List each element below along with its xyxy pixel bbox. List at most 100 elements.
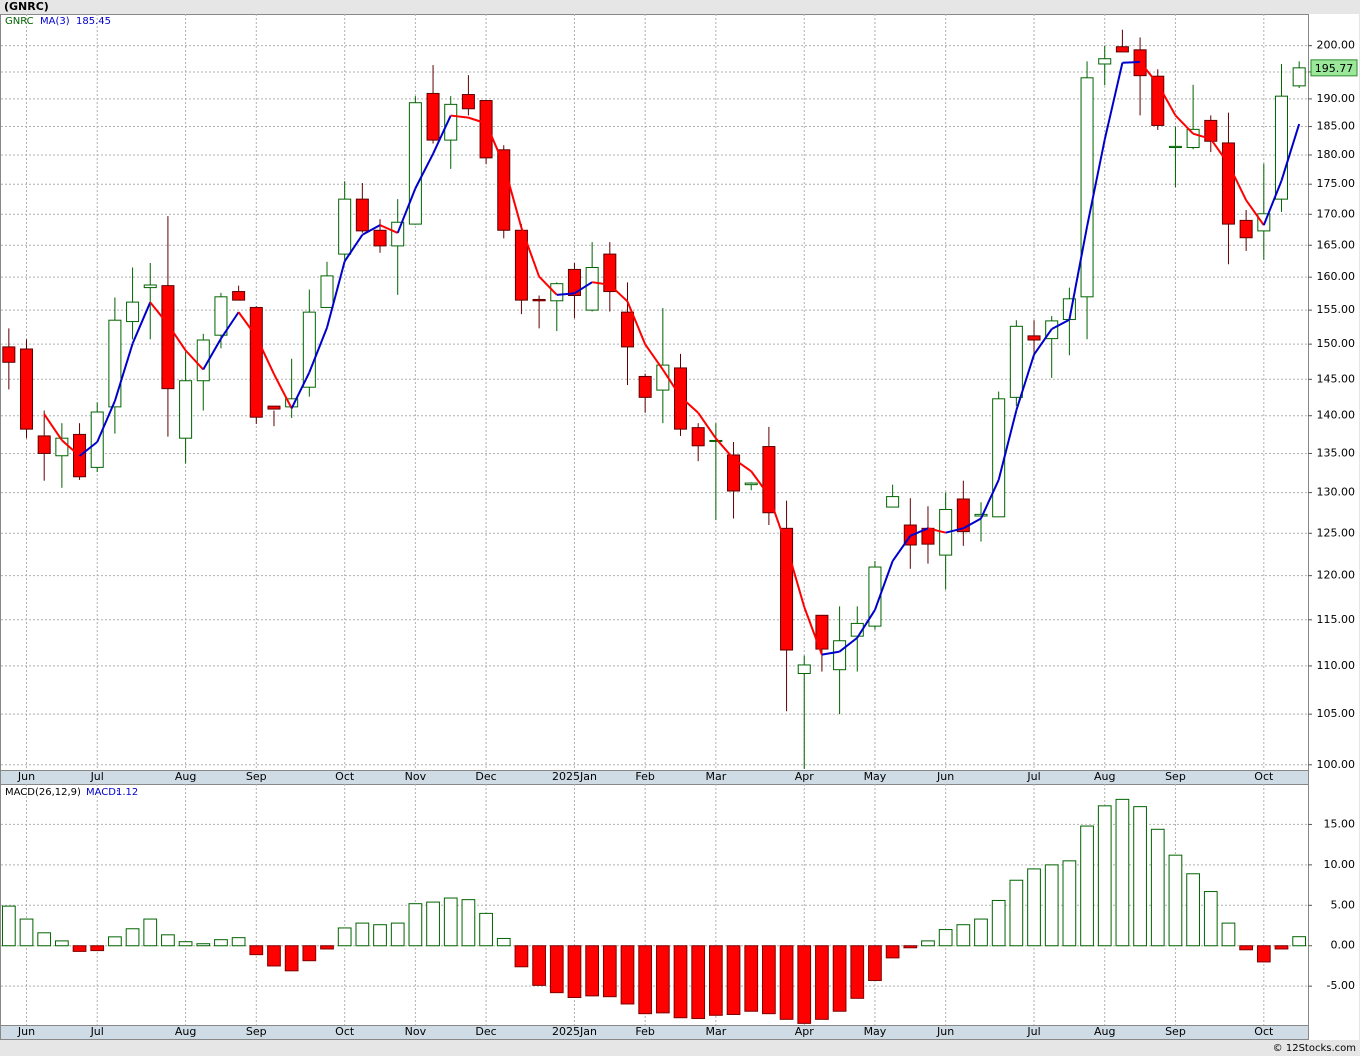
ma-segment [573, 281, 593, 295]
macd-bar [726, 945, 741, 1015]
ma-segment [113, 343, 134, 402]
y-tick-label: 120.00 [1317, 569, 1356, 582]
candle-body [302, 311, 316, 388]
macd-bar [514, 945, 529, 968]
macd-bar [1097, 805, 1112, 947]
macd-bar [921, 940, 935, 947]
ma-segment [626, 301, 647, 345]
macd-bar [585, 945, 599, 997]
macd-bar [549, 945, 564, 994]
x-tick-label: May [864, 1025, 887, 1038]
candle-body [267, 405, 281, 410]
candle-body [1274, 95, 1288, 200]
candle-body [391, 221, 405, 247]
chart-title: (GNRC) [4, 0, 49, 13]
macd-bar [231, 937, 246, 947]
y-tick-label: 140.00 [1317, 409, 1356, 422]
candle-body [179, 380, 193, 439]
y-tick-label: 185.00 [1317, 120, 1356, 133]
candle-body [320, 275, 334, 308]
price-label: 195.77 [1315, 62, 1354, 75]
ma-segment [697, 412, 717, 439]
ma-segment [1051, 318, 1070, 330]
x-tick-label: Apr [795, 1025, 815, 1038]
x-tick-label: Aug [175, 770, 196, 783]
macd-bar [426, 901, 440, 947]
ma-segment [343, 234, 364, 262]
ma-segment [167, 323, 187, 351]
ma-segment [1280, 123, 1301, 182]
ma-segment [1139, 61, 1159, 85]
ma-segment [273, 373, 293, 409]
candle-body [833, 640, 847, 671]
ma-segment [308, 327, 328, 373]
x-tick-label: Jun [17, 1025, 35, 1038]
ma-segment [149, 301, 169, 325]
candle-body [567, 268, 581, 296]
candle-body [974, 513, 988, 517]
macd-bar [267, 945, 281, 967]
ma-segment [945, 527, 964, 534]
candle-body [444, 103, 458, 141]
ma-segment [255, 336, 275, 375]
candle-body [638, 375, 652, 398]
ma-segment [61, 439, 81, 457]
macd-bar [1168, 854, 1183, 947]
x-tick-label: Dec [475, 1025, 496, 1038]
x-tick-label: Feb [635, 1025, 654, 1038]
y-tick-label: 170.00 [1317, 207, 1356, 220]
ma-segment [838, 636, 858, 653]
ma-segment [679, 396, 699, 414]
ma-segment [821, 650, 840, 656]
y-tick-label: 110.00 [1317, 659, 1356, 672]
candle-body [956, 498, 970, 533]
ma-segment [1174, 114, 1194, 135]
ma-segment [326, 261, 346, 328]
candle-body [1186, 128, 1200, 149]
macd-bar [443, 897, 458, 947]
y-tick-label: 5.00 [1331, 898, 1356, 911]
y-tick-label: 155.00 [1317, 303, 1356, 316]
candle-body [1115, 46, 1129, 53]
candle-body [143, 284, 157, 289]
x-tick-label: Nov [405, 770, 427, 783]
x-tick-label: Jun [17, 770, 35, 783]
ma-segment [661, 369, 682, 398]
ma-segment [432, 115, 452, 155]
candle-body [1221, 142, 1235, 225]
macd-bar [479, 912, 493, 947]
macd-bar [1044, 864, 1059, 947]
ma-segment [785, 545, 806, 608]
y-tick-label: 190.00 [1317, 92, 1356, 105]
macd-bar [55, 940, 69, 947]
macd-bar [390, 922, 405, 947]
candle-body [214, 296, 228, 336]
macd-bar [302, 945, 317, 962]
macd-bar [90, 945, 105, 952]
ma-segment [980, 479, 1000, 519]
x-tick-label: Sep [1165, 1025, 1186, 1038]
macd-bar [868, 945, 882, 982]
candle-body [603, 253, 617, 293]
candle-body [108, 319, 122, 408]
x-tick-label: 2025Jan [552, 770, 597, 783]
macd-bar [320, 945, 334, 950]
x-tick-label: Apr [795, 770, 815, 783]
ma-segment [96, 400, 116, 443]
x-tick-label: Aug [1094, 770, 1115, 783]
candle-body [20, 348, 34, 430]
macd-bar [337, 927, 352, 947]
ma-segment [502, 164, 523, 229]
y-tick-label: 200.00 [1317, 39, 1356, 52]
candle-body [1027, 335, 1041, 341]
y-tick-label: 150.00 [1317, 337, 1356, 350]
legend-symbol: GNRC [5, 16, 34, 27]
macd-bar [991, 899, 1006, 947]
ma-segment [1245, 199, 1265, 226]
ma-segment [1192, 132, 1212, 140]
macd-bar [161, 934, 175, 947]
ma-segment [468, 116, 487, 125]
candle-body [620, 311, 634, 348]
ma-segment [767, 495, 788, 547]
candle-body [1080, 77, 1094, 298]
